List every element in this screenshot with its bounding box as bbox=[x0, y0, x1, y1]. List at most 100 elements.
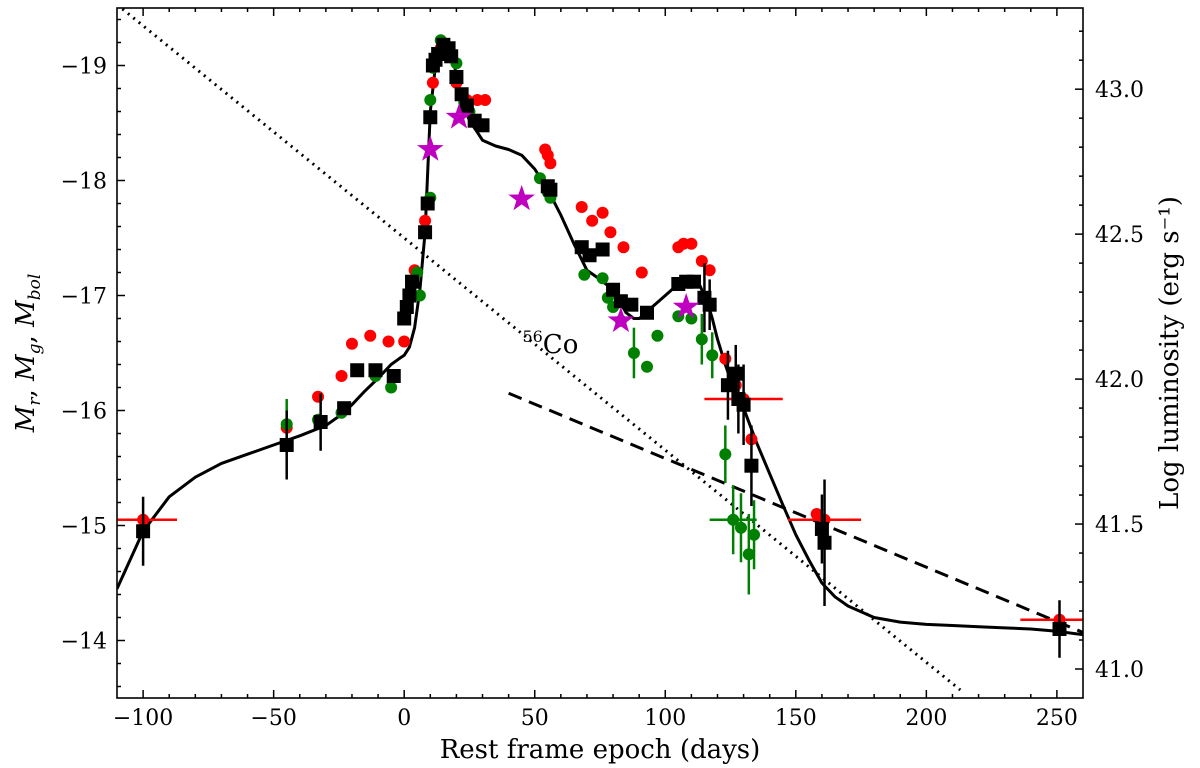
bolometric-point bbox=[454, 87, 469, 102]
y-tick-label: −19 bbox=[61, 55, 107, 80]
g-band-point bbox=[413, 289, 426, 302]
bolometric-point bbox=[624, 297, 639, 312]
y-tick-label: −15 bbox=[61, 515, 107, 540]
y-tick-label: −14 bbox=[61, 630, 107, 655]
bolometric-point bbox=[313, 415, 328, 429]
x-tick-label: 100 bbox=[644, 706, 686, 731]
star-point bbox=[508, 184, 535, 211]
star-point bbox=[417, 135, 444, 161]
star-point bbox=[672, 293, 700, 319]
bolometric-point bbox=[420, 196, 435, 211]
bolometric-point bbox=[399, 300, 414, 314]
r-band-point bbox=[382, 335, 395, 348]
x-tick-label: 0 bbox=[397, 706, 411, 731]
r-band-point bbox=[312, 390, 325, 403]
g-band-point bbox=[578, 268, 591, 281]
bolometric-point bbox=[702, 297, 717, 312]
y2-tick-label: 42.5 bbox=[1095, 223, 1144, 248]
bolometric-point bbox=[397, 311, 412, 326]
bolometric-point bbox=[405, 274, 420, 289]
bolometric-point bbox=[475, 118, 490, 133]
y-tick-label: −17 bbox=[61, 285, 107, 310]
g-band-point bbox=[719, 448, 732, 461]
g-band-point bbox=[651, 329, 664, 342]
r-band-point bbox=[695, 255, 708, 267]
g-band-point bbox=[385, 381, 398, 394]
r-band-point bbox=[544, 157, 557, 170]
r-band-point bbox=[426, 76, 439, 89]
star-point bbox=[607, 306, 635, 333]
bolometric-point bbox=[720, 378, 735, 393]
co56-annotation-superscript: 56 bbox=[522, 327, 542, 346]
g-band-point bbox=[727, 513, 740, 526]
r-band-point bbox=[364, 329, 377, 342]
y2-tick-label: 42.0 bbox=[1095, 368, 1144, 393]
bolometric-point bbox=[817, 535, 832, 550]
plot-frame bbox=[116, 7, 1084, 699]
r-band-point bbox=[335, 370, 348, 382]
g-band-point bbox=[685, 312, 698, 325]
y2-tick-label: 41.0 bbox=[1095, 658, 1144, 683]
r-band-point bbox=[685, 237, 698, 250]
bolometric-point bbox=[449, 70, 464, 84]
x-tick-label: 150 bbox=[775, 706, 817, 731]
bolometric-point bbox=[1052, 622, 1067, 636]
g-band-point bbox=[748, 528, 761, 541]
g-band-point bbox=[695, 333, 708, 346]
bolometric-point bbox=[368, 363, 383, 378]
r-band-point bbox=[719, 352, 732, 365]
y-tick-label: −16 bbox=[61, 400, 107, 425]
g-band-point bbox=[640, 360, 653, 373]
g-band-point bbox=[706, 349, 719, 362]
bolometric-point bbox=[814, 521, 829, 536]
co56-annotation: 56Co bbox=[522, 327, 578, 360]
r-band-point bbox=[575, 200, 588, 213]
bolometric-point bbox=[337, 401, 352, 416]
r-band-point bbox=[479, 94, 492, 106]
bolometric-point bbox=[459, 98, 474, 113]
x-tick-label: −100 bbox=[113, 706, 173, 731]
g-band-point bbox=[742, 548, 755, 561]
x-tick-label: 200 bbox=[905, 706, 947, 731]
axis-ticks: −100 −50 0 50 100 150 200 250 −19 −18 −17 −16 −15 −14… bbox=[61, 8, 1144, 731]
bolometric-point bbox=[418, 225, 433, 240]
g-band-point bbox=[734, 521, 747, 534]
bolometric-point bbox=[136, 524, 151, 539]
bolometric-point bbox=[543, 182, 558, 197]
co56-annotation-text: Co bbox=[543, 330, 579, 360]
model-curve bbox=[117, 43, 1083, 637]
r-band-point bbox=[635, 266, 648, 279]
bolometric-point bbox=[444, 49, 459, 64]
g-band-point bbox=[627, 347, 640, 359]
bolometric-point bbox=[423, 110, 438, 125]
bolometric-point bbox=[595, 242, 610, 257]
x-tick-label: 50 bbox=[521, 706, 549, 731]
bolometric-point bbox=[639, 305, 654, 320]
x-tick-label: −50 bbox=[250, 706, 296, 731]
y2-tick-label: 41.5 bbox=[1095, 513, 1144, 538]
bolometric-point bbox=[686, 274, 701, 289]
bolometric-point bbox=[350, 363, 365, 378]
r-band-point bbox=[398, 335, 411, 348]
r-band-point bbox=[604, 226, 617, 239]
y-tick-label: −18 bbox=[61, 170, 107, 195]
dotted-fit-line bbox=[118, 8, 962, 692]
r-band-point bbox=[703, 264, 716, 277]
bolometric-point bbox=[744, 458, 759, 473]
r-band-point bbox=[419, 214, 432, 227]
bolometric-point bbox=[728, 366, 743, 381]
bolometric-point bbox=[736, 397, 751, 412]
r-band-point bbox=[345, 337, 358, 350]
bolometric-point bbox=[606, 282, 621, 297]
x-tick-label: 250 bbox=[1036, 706, 1078, 731]
y-axis-label-right: Log luminosity (erg s⁻¹) bbox=[1155, 196, 1185, 510]
bolometric-point bbox=[402, 288, 417, 303]
g-band-point bbox=[424, 94, 437, 106]
y-axis-label-left: Mr, Mg, Mbol bbox=[11, 274, 45, 434]
bolometric-point bbox=[582, 248, 597, 263]
bolometric-point bbox=[279, 438, 294, 452]
r-band-point bbox=[596, 206, 609, 219]
x-axis-label: Rest frame epoch (days) bbox=[440, 735, 761, 765]
star-point bbox=[445, 103, 473, 129]
